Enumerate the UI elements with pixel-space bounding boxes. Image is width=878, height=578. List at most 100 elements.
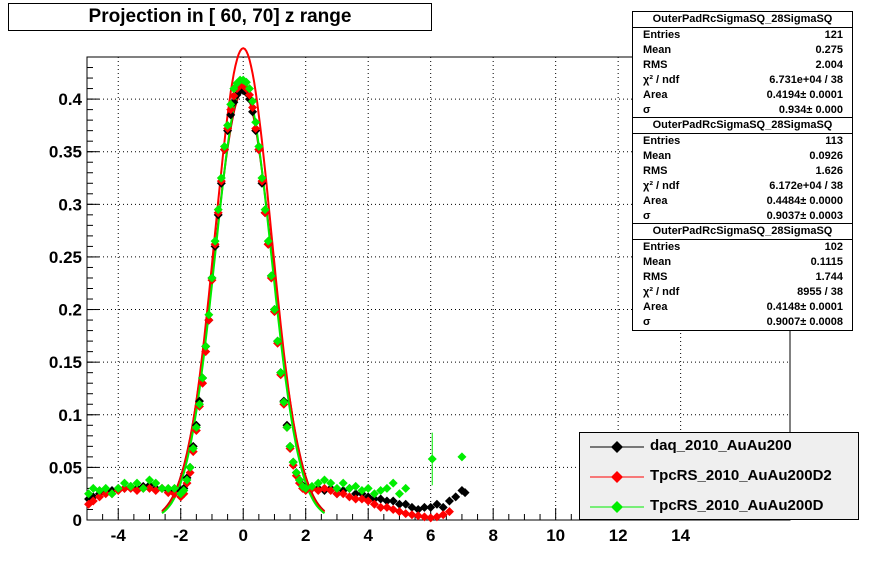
data-point: [269, 305, 279, 315]
legend[interactable]: daq_2010_AuAu200 TpcRS_2010_AuAu200D2 Tp…: [579, 432, 859, 520]
data-point: [394, 489, 404, 499]
stats-label-sigma: σ: [643, 210, 651, 222]
data-point: [226, 99, 236, 109]
data-point: [401, 509, 411, 519]
stats-label-entries: Entries: [643, 241, 681, 253]
y-tick-label: 0.3: [58, 195, 82, 214]
data-point: [248, 96, 258, 106]
data-point: [248, 103, 258, 113]
legend-marker-daq: [590, 441, 644, 453]
data-point: [276, 368, 286, 378]
data-point: [394, 499, 404, 509]
data-point: [382, 483, 392, 493]
data-point: [338, 489, 348, 499]
stats-label-entries: Entries: [643, 135, 681, 147]
data-point: [438, 510, 448, 520]
series-1: [84, 80, 454, 523]
stats-box-1[interactable]: OuterPadRcSigmaSQ_28SigmaSQ Entries 121 M…: [632, 11, 853, 119]
data-point: [132, 478, 142, 488]
data-point: [460, 488, 470, 498]
y-tick-labels: 0 0.05 0.1 0.15 0.2 0.25 0.3 0.35 0.4: [49, 90, 83, 530]
y-tick-label: 0.05: [49, 458, 82, 477]
stats-label-area: Area: [643, 89, 668, 101]
data-point: [213, 205, 223, 215]
stats-sigma: 0.9007± 0.0008: [766, 316, 843, 328]
x-tick-label: 6: [426, 526, 435, 545]
data-point: [294, 475, 304, 485]
y-tick-label: 0.25: [49, 248, 82, 267]
data-point: [326, 478, 336, 488]
data-point: [351, 489, 361, 499]
y-tick-label: 0.4: [58, 90, 82, 109]
stats-label-chi2: χ² / ndf: [643, 74, 680, 86]
data-point: [388, 478, 398, 488]
stats-box-2[interactable]: OuterPadRcSigmaSQ_28SigmaSQ Entries 113 M…: [632, 117, 853, 225]
legend-item-tpcrs-d2[interactable]: TpcRS_2010_AuAu200D2: [580, 465, 858, 489]
y-tick-label: 0.15: [49, 353, 82, 372]
data-point: [307, 481, 317, 491]
stats-label-sigma: σ: [643, 104, 651, 116]
data-point: [432, 499, 442, 509]
stats-area: 0.4484± 0.0000: [766, 195, 843, 207]
data-point: [351, 481, 361, 491]
y-tick-label: 0: [73, 511, 82, 530]
fit-curve-2: [161, 82, 326, 515]
data-point: [101, 489, 111, 499]
data-point: [407, 510, 417, 520]
data-point: [113, 483, 123, 493]
data-point: [88, 496, 98, 506]
data-point: [376, 502, 386, 512]
data-point: [188, 443, 198, 453]
stats-label-chi2: χ² / ndf: [643, 180, 680, 192]
data-point: [244, 84, 254, 94]
data-point: [426, 513, 436, 523]
data-point: [179, 486, 189, 496]
stats-chi2: 8955 / 38: [797, 286, 843, 298]
stats-box-3[interactable]: OuterPadRcSigmaSQ_28SigmaSQ Entries 102 M…: [632, 223, 853, 331]
data-point: [251, 124, 261, 134]
stats-mean: 0.275: [815, 44, 843, 56]
data-point: [210, 236, 220, 246]
data-point: [451, 492, 461, 502]
data-point: [266, 271, 276, 281]
stats-entries: 102: [824, 241, 843, 253]
x-tick-label: 10: [546, 526, 565, 545]
x-tick-label: 4: [363, 526, 373, 545]
data-point: [263, 236, 273, 246]
legend-label-tpcrs-d: TpcRS_2010_AuAu200D: [650, 497, 824, 514]
legend-item-tpcrs-d[interactable]: TpcRS_2010_AuAu200D: [580, 495, 858, 519]
data-point: [419, 512, 429, 522]
data-point: [194, 399, 204, 409]
data-point: [226, 110, 236, 120]
data-point: [388, 496, 398, 506]
data-point: [191, 422, 201, 432]
legend-item-daq[interactable]: daq_2010_AuAu200: [580, 435, 858, 459]
data-point: [313, 478, 323, 488]
series-2: [84, 75, 467, 499]
data-point: [363, 496, 373, 506]
x-tick-label: 12: [609, 526, 628, 545]
stats-sigma: 0.9037± 0.0003: [766, 210, 843, 222]
data-point: [169, 489, 179, 499]
legend-marker-tpcrs-d: [590, 501, 644, 513]
stats-rms: 2.004: [815, 59, 843, 71]
stats-label-rms: RMS: [643, 165, 668, 177]
data-point: [282, 422, 292, 432]
data-point: [401, 499, 411, 509]
data-point: [107, 489, 117, 499]
data-point: [291, 468, 301, 478]
data-point: [223, 120, 233, 130]
data-point: [285, 441, 295, 451]
legend-label-daq: daq_2010_AuAu200: [650, 437, 792, 454]
x-tick-labels: -4 -2 0 2 4 6 8 10 12 14: [111, 526, 691, 545]
stats-area: 0.4148± 0.0001: [766, 301, 843, 313]
data-point: [288, 457, 298, 467]
data-point: [363, 483, 373, 493]
data-point: [413, 511, 423, 521]
data-point: [138, 483, 148, 493]
data-point: [457, 452, 467, 462]
data-point: [169, 483, 179, 493]
data-point: [119, 478, 129, 488]
x-tick-label: 14: [671, 526, 690, 545]
